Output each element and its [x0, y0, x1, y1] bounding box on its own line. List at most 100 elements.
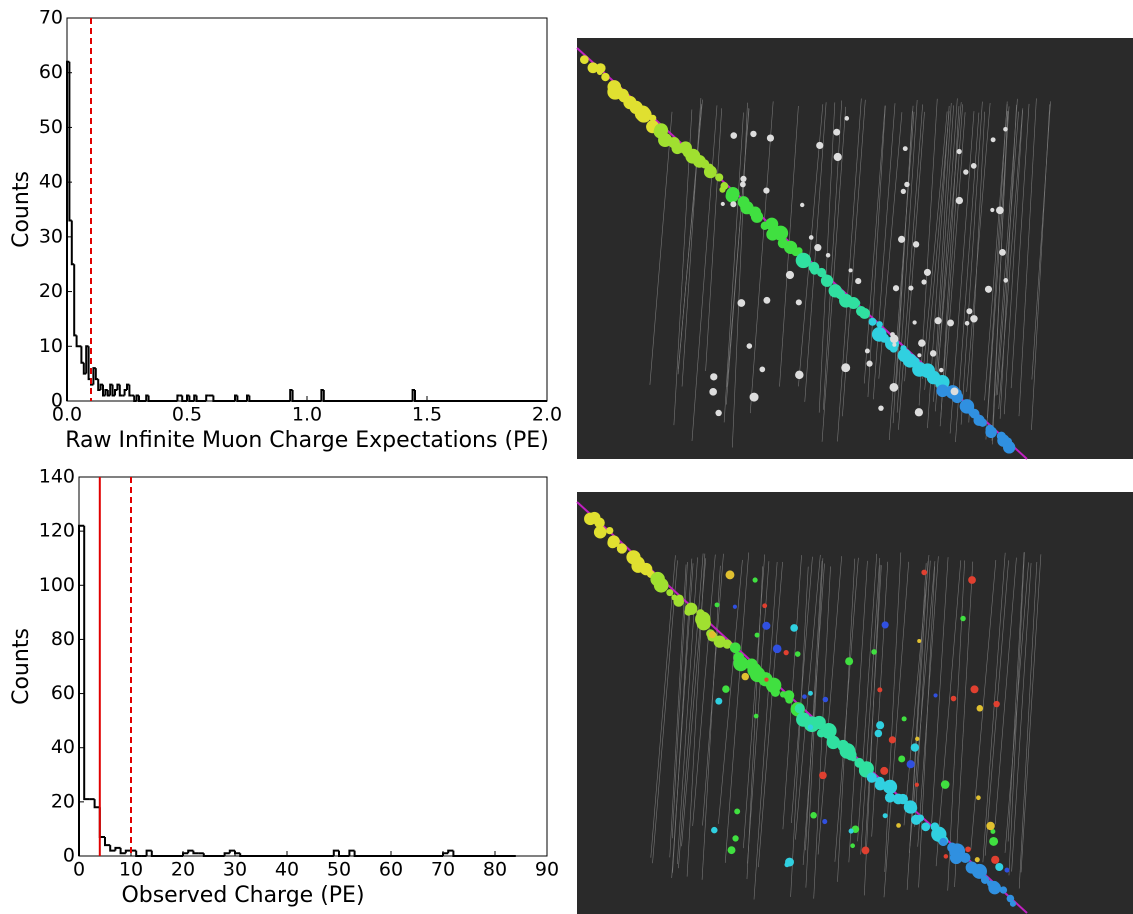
hit: [845, 657, 854, 666]
histogram-bin: [82, 362, 87, 375]
hit: [921, 569, 928, 576]
hit: [807, 724, 814, 730]
hit: [816, 141, 824, 150]
hit: [978, 418, 987, 427]
string-line: [817, 556, 842, 855]
string-line: [949, 111, 975, 434]
string-line: [798, 104, 824, 387]
string-line: [947, 560, 965, 891]
string-line: [896, 111, 913, 384]
string-line: [1008, 552, 1025, 876]
hit: [976, 705, 984, 712]
hit: [795, 252, 812, 269]
hit: [820, 274, 834, 287]
y-tick-label: 140: [39, 466, 75, 488]
hit: [754, 632, 760, 638]
y-tick-label: 120: [39, 520, 75, 542]
hit: [912, 320, 917, 325]
hit: [949, 851, 963, 865]
string-line: [725, 108, 750, 405]
hit: [684, 607, 693, 616]
x-tick-label: 60: [379, 859, 403, 881]
histogram-bin: [75, 335, 79, 348]
hit: [826, 735, 841, 750]
string-line: [747, 561, 770, 864]
histogram-bin: [111, 384, 115, 397]
string-line: [686, 553, 706, 877]
hit: [580, 55, 589, 64]
string-line: [678, 99, 703, 369]
string-line: [705, 108, 722, 371]
x-tick-label: 1.0: [292, 404, 322, 426]
string-line: [935, 560, 962, 867]
string-line: [935, 98, 958, 412]
hit: [666, 589, 674, 597]
x-axis-label: Observed Charge (PE): [121, 883, 364, 908]
string-line: [1018, 561, 1038, 889]
hit: [850, 843, 856, 849]
hit: [876, 321, 883, 328]
hit: [947, 319, 955, 327]
hit: [853, 299, 861, 307]
hit: [914, 408, 923, 417]
y-tick-label: 70: [39, 7, 63, 29]
string-line: [884, 552, 902, 872]
hit: [730, 201, 737, 208]
histogram-bin: [114, 389, 118, 396]
histogram-bin: [236, 395, 247, 402]
hit: [785, 270, 795, 280]
hit: [746, 343, 753, 349]
hit: [708, 630, 716, 639]
hit: [877, 687, 883, 693]
string-line: [999, 104, 1017, 419]
hit: [974, 857, 980, 863]
hit: [966, 308, 973, 315]
hit: [921, 822, 931, 832]
hit: [795, 299, 802, 306]
histogram-bin: [228, 849, 235, 854]
string-line: [1003, 108, 1024, 415]
histogram-bin: [106, 390, 111, 397]
hit: [880, 766, 889, 775]
hit: [763, 296, 771, 304]
string-line: [1031, 104, 1051, 430]
histogram-bin: [289, 389, 293, 401]
hit: [730, 132, 738, 139]
hit: [587, 62, 599, 74]
hit: [1002, 441, 1016, 454]
hit: [715, 409, 722, 417]
string-line: [994, 557, 1017, 825]
hit: [897, 235, 906, 243]
hit: [741, 672, 749, 681]
hit: [991, 855, 1000, 864]
x-tick-label: 80: [483, 859, 507, 881]
histogram-bin: [124, 849, 131, 854]
string-line: [671, 562, 688, 839]
histogram-bin: [123, 389, 127, 396]
hit: [725, 189, 739, 203]
hit: [734, 808, 741, 815]
hit: [715, 697, 723, 705]
hit: [848, 268, 853, 273]
hit: [810, 811, 817, 819]
string-line: [966, 102, 991, 392]
string-line: [652, 560, 678, 864]
hit: [902, 146, 908, 152]
string-line: [837, 558, 856, 882]
histogram-bin: [104, 837, 111, 847]
x-tick-label: 50: [327, 859, 351, 881]
histogram-bin: [83, 525, 90, 801]
x-axis-label: Raw Infinite Muon Charge Expectations (P…: [65, 428, 549, 453]
string-line: [848, 560, 868, 863]
histogram-bin: [73, 264, 77, 337]
hit: [749, 392, 759, 402]
string-line: [984, 560, 1009, 856]
hit: [917, 638, 922, 643]
hit: [956, 148, 962, 155]
string-line: [996, 111, 1019, 395]
y-tick-label: 80: [51, 628, 75, 650]
hit: [970, 685, 979, 694]
hit: [1004, 867, 1010, 873]
hit: [795, 370, 804, 380]
string-line: [1018, 98, 1037, 417]
